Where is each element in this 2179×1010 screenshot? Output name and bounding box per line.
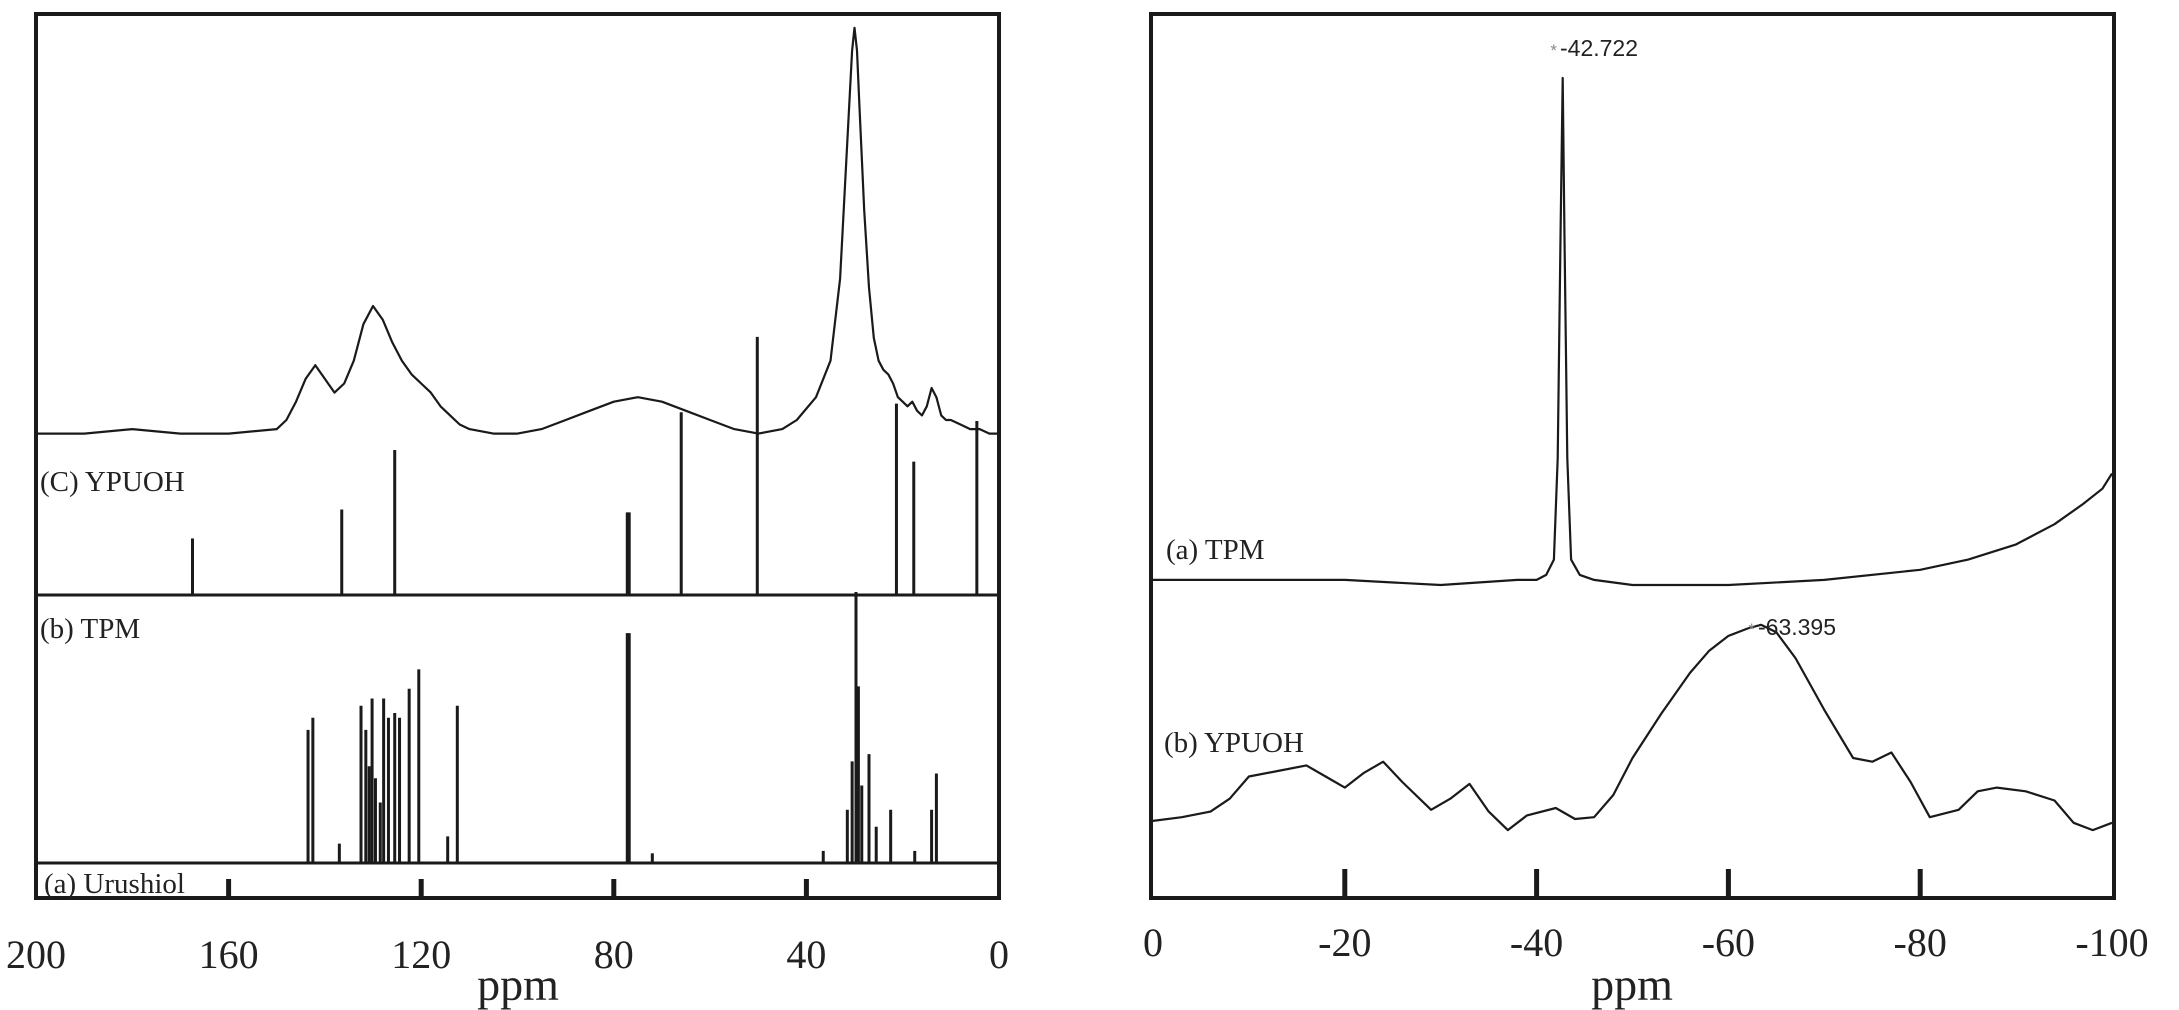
left-trace-label-a: (a) Urushiol — [44, 868, 185, 900]
left-x-tick-label-4: 40 — [786, 932, 826, 977]
right-x-tick-label-5: -100 — [2075, 920, 2148, 965]
peak-label-ypuoh: -63.395 — [1758, 614, 1836, 640]
right-x-ticks: 0 -20 -40 -60 -80 -100 — [1143, 869, 2149, 965]
left-x-tick-label-1: 160 — [199, 932, 259, 977]
right-trace-label-b: (b) YPUOH — [1164, 727, 1304, 759]
left-x-tick-label-5: 0 — [989, 932, 1009, 977]
right-x-tick-label-4: -80 — [1894, 920, 1947, 965]
left-x-axis-label: ppm — [477, 959, 559, 1010]
left-plot-area — [36, 26, 999, 865]
left-trace-label-c: (C) YPUOH — [40, 466, 185, 498]
right-x-tick-label-0: 0 — [1143, 920, 1163, 965]
right-x-tick-label-1: -20 — [1318, 920, 1371, 965]
right-panel-29si-nmr: (a) TPM (b) YPUOH * -42.722 * -63.395 0 -… — [1143, 12, 2149, 1010]
peak-marker-star-1: * — [1550, 41, 1557, 60]
right-x-tick-label-2: -40 — [1510, 920, 1563, 965]
peak-marker-star-2: * — [1748, 620, 1755, 639]
right-plot-frame — [1149, 12, 2116, 900]
left-trace-label-b: (b) TPM — [40, 613, 140, 645]
left-plot-frame — [34, 12, 1001, 900]
left-x-ticks: 200 160 120 80 40 0 — [6, 879, 1009, 977]
left-panel-13c-nmr: (C) YPUOH (b) TPM (a) Urushiol 200 160 120… — [6, 12, 1009, 1010]
series-ypuoh-trace — [1152, 623, 2113, 832]
right-plot-area — [1152, 76, 2113, 832]
right-x-tick-label-3: -60 — [1702, 920, 1755, 965]
series-tpm-trace — [1153, 76, 2113, 587]
right-x-axis-label: ppm — [1591, 959, 1673, 1010]
left-x-tick-label-3: 80 — [594, 932, 634, 977]
left-x-tick-label-2: 120 — [391, 932, 451, 977]
peak-label-tpm: -42.722 — [1560, 35, 1638, 61]
left-x-tick-label-0: 200 — [6, 932, 66, 977]
right-trace-label-a: (a) TPM — [1166, 534, 1265, 566]
series-ypuoh-trace — [36, 26, 999, 435]
